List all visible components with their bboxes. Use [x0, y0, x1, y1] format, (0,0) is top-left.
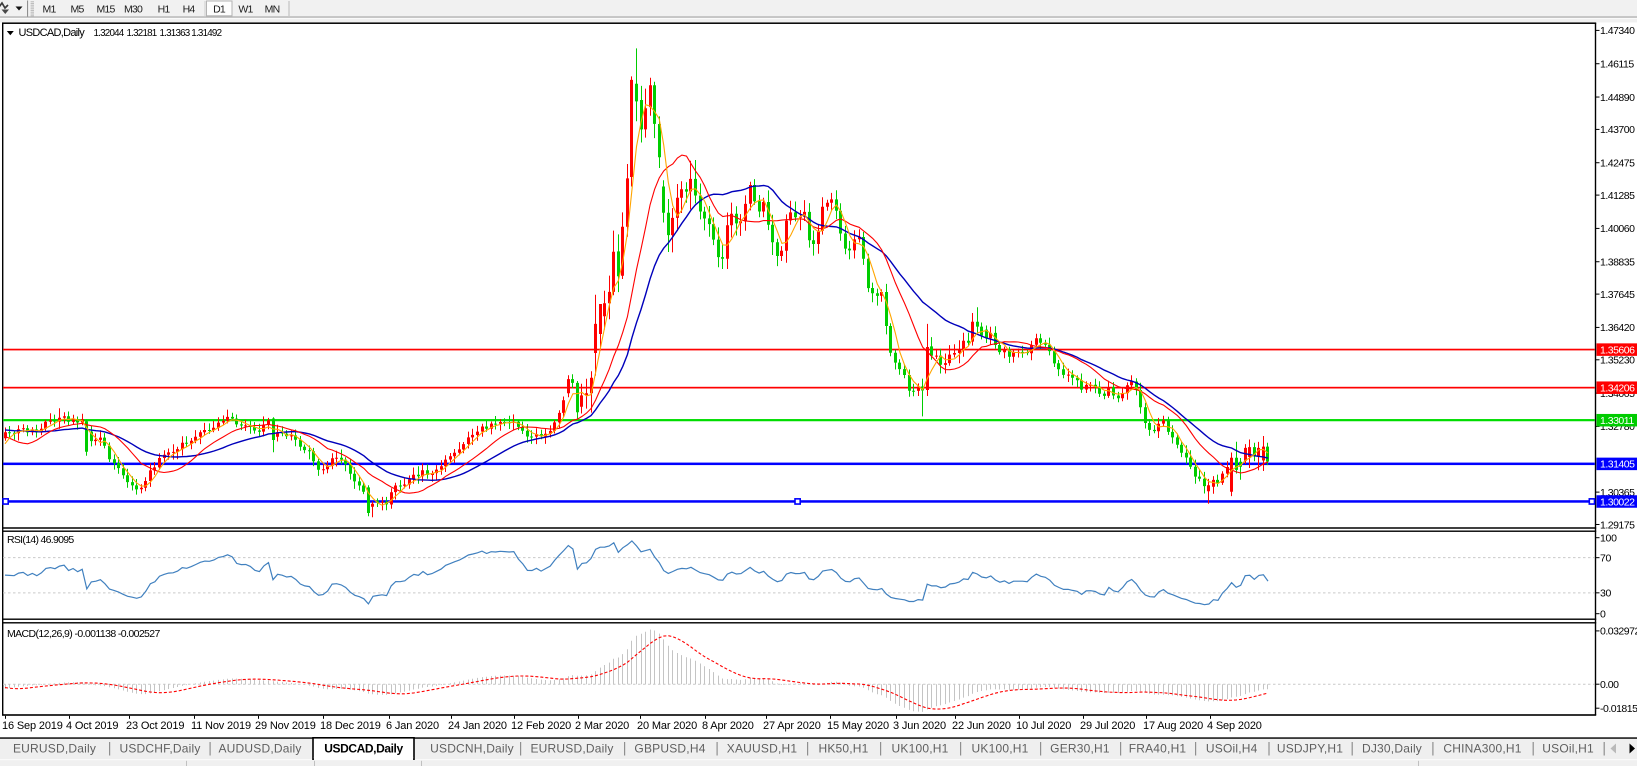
svg-text:4 Sep 2020: 4 Sep 2020	[1207, 720, 1262, 732]
svg-text:22 Jun 2020: 22 Jun 2020	[952, 720, 1011, 732]
svg-text:M5: M5	[71, 3, 85, 15]
svg-text:15 May 2020: 15 May 2020	[827, 720, 889, 732]
svg-text:AUDUSD,Daily: AUDUSD,Daily	[218, 742, 301, 756]
svg-text:0: 0	[1600, 609, 1606, 621]
svg-text:1.41285: 1.41285	[1600, 190, 1635, 202]
svg-text:18 Dec 2019: 18 Dec 2019	[320, 720, 381, 732]
svg-text:0.032972: 0.032972	[1600, 626, 1637, 638]
svg-text:1.35606: 1.35606	[1600, 344, 1635, 356]
svg-text:-0.018154: -0.018154	[1600, 703, 1637, 715]
svg-text:MACD(12,26,9) -0.001138 -0.002: MACD(12,26,9) -0.001138 -0.002527	[7, 628, 161, 640]
svg-text:1.35230: 1.35230	[1600, 355, 1635, 367]
svg-text:1.43700: 1.43700	[1600, 124, 1635, 136]
svg-text:1.31363: 1.31363	[160, 28, 191, 39]
svg-text:USDCNH,Daily: USDCNH,Daily	[430, 742, 514, 756]
svg-text:RSI(14) 46.9095: RSI(14) 46.9095	[7, 534, 74, 546]
svg-text:EURUSD,Daily: EURUSD,Daily	[530, 742, 613, 756]
svg-text:6 Jan 2020: 6 Jan 2020	[386, 720, 439, 732]
svg-text:30: 30	[1600, 588, 1612, 600]
svg-text:10 Jul 2020: 10 Jul 2020	[1016, 720, 1071, 732]
svg-text:1.32044: 1.32044	[94, 28, 125, 39]
svg-text:1.32181: 1.32181	[127, 28, 157, 39]
svg-text:70: 70	[1600, 552, 1612, 564]
svg-text:CHINA300,H1: CHINA300,H1	[1443, 742, 1521, 756]
svg-text:1.47340: 1.47340	[1600, 25, 1635, 37]
svg-text:1.40060: 1.40060	[1600, 223, 1635, 235]
svg-text:H1: H1	[158, 3, 171, 15]
svg-text:1.34206: 1.34206	[1600, 382, 1635, 394]
svg-text:USOil,H4: USOil,H4	[1206, 742, 1258, 756]
svg-text:1.42475: 1.42475	[1600, 158, 1635, 170]
svg-text:8 Apr 2020: 8 Apr 2020	[702, 720, 754, 732]
svg-text:XAUUSD,H1: XAUUSD,H1	[727, 742, 798, 756]
svg-text:HK50,H1: HK50,H1	[818, 742, 868, 756]
svg-text:16 Sep 2019: 16 Sep 2019	[2, 720, 63, 732]
svg-text:D1: D1	[213, 3, 226, 15]
svg-text:W1: W1	[238, 3, 253, 15]
svg-text:FRA40,H1: FRA40,H1	[1129, 742, 1187, 756]
svg-text:1.30022: 1.30022	[1600, 496, 1635, 508]
svg-text:UK100,H1: UK100,H1	[892, 742, 949, 756]
svg-text:USDCAD,Daily: USDCAD,Daily	[19, 27, 86, 39]
svg-text:MN: MN	[265, 3, 280, 15]
svg-text:29 Nov 2019: 29 Nov 2019	[255, 720, 316, 732]
svg-text:20 Mar 2020: 20 Mar 2020	[637, 720, 697, 732]
svg-text:0.00: 0.00	[1600, 679, 1619, 691]
svg-text:1.36420: 1.36420	[1600, 322, 1635, 334]
svg-text:USOil,H1: USOil,H1	[1542, 742, 1594, 756]
svg-text:USDCHF,Daily: USDCHF,Daily	[119, 742, 200, 756]
svg-text:EURUSD,Daily: EURUSD,Daily	[13, 742, 96, 756]
svg-text:100: 100	[1600, 533, 1617, 545]
svg-text:1.44890: 1.44890	[1600, 92, 1635, 104]
svg-text:3 Jun 2020: 3 Jun 2020	[893, 720, 946, 732]
svg-text:23 Oct 2019: 23 Oct 2019	[126, 720, 184, 732]
svg-text:1.33011: 1.33011	[1600, 415, 1634, 427]
svg-text:M1: M1	[43, 3, 57, 15]
svg-text:12 Feb 2020: 12 Feb 2020	[511, 720, 571, 732]
svg-text:GER30,H1: GER30,H1	[1050, 742, 1110, 756]
svg-text:1.38835: 1.38835	[1600, 257, 1635, 269]
svg-text:1.46115: 1.46115	[1600, 59, 1634, 71]
svg-text:29 Jul 2020: 29 Jul 2020	[1080, 720, 1135, 732]
svg-text:M30: M30	[124, 3, 143, 15]
svg-text:GBPUSD,H4: GBPUSD,H4	[634, 742, 705, 756]
svg-text:USDJPY,H1: USDJPY,H1	[1277, 742, 1343, 756]
svg-text:24 Jan 2020: 24 Jan 2020	[448, 720, 507, 732]
svg-text:M15: M15	[96, 3, 115, 15]
svg-text:4 Oct 2019: 4 Oct 2019	[66, 720, 118, 732]
svg-text:2 Mar 2020: 2 Mar 2020	[575, 720, 629, 732]
svg-text:DJ30,Daily: DJ30,Daily	[1362, 742, 1422, 756]
svg-text:UK100,H1: UK100,H1	[972, 742, 1029, 756]
svg-text:1.29175: 1.29175	[1600, 519, 1635, 531]
svg-text:27 Apr 2020: 27 Apr 2020	[763, 720, 821, 732]
svg-text:17 Aug 2020: 17 Aug 2020	[1143, 720, 1203, 732]
svg-text:1.31405: 1.31405	[1600, 459, 1635, 471]
svg-text:11 Nov 2019: 11 Nov 2019	[191, 720, 251, 732]
svg-text:1.37645: 1.37645	[1600, 289, 1635, 301]
svg-text:H4: H4	[183, 3, 196, 15]
svg-text:1.31492: 1.31492	[191, 28, 221, 39]
svg-text:USDCAD,Daily: USDCAD,Daily	[324, 742, 403, 756]
